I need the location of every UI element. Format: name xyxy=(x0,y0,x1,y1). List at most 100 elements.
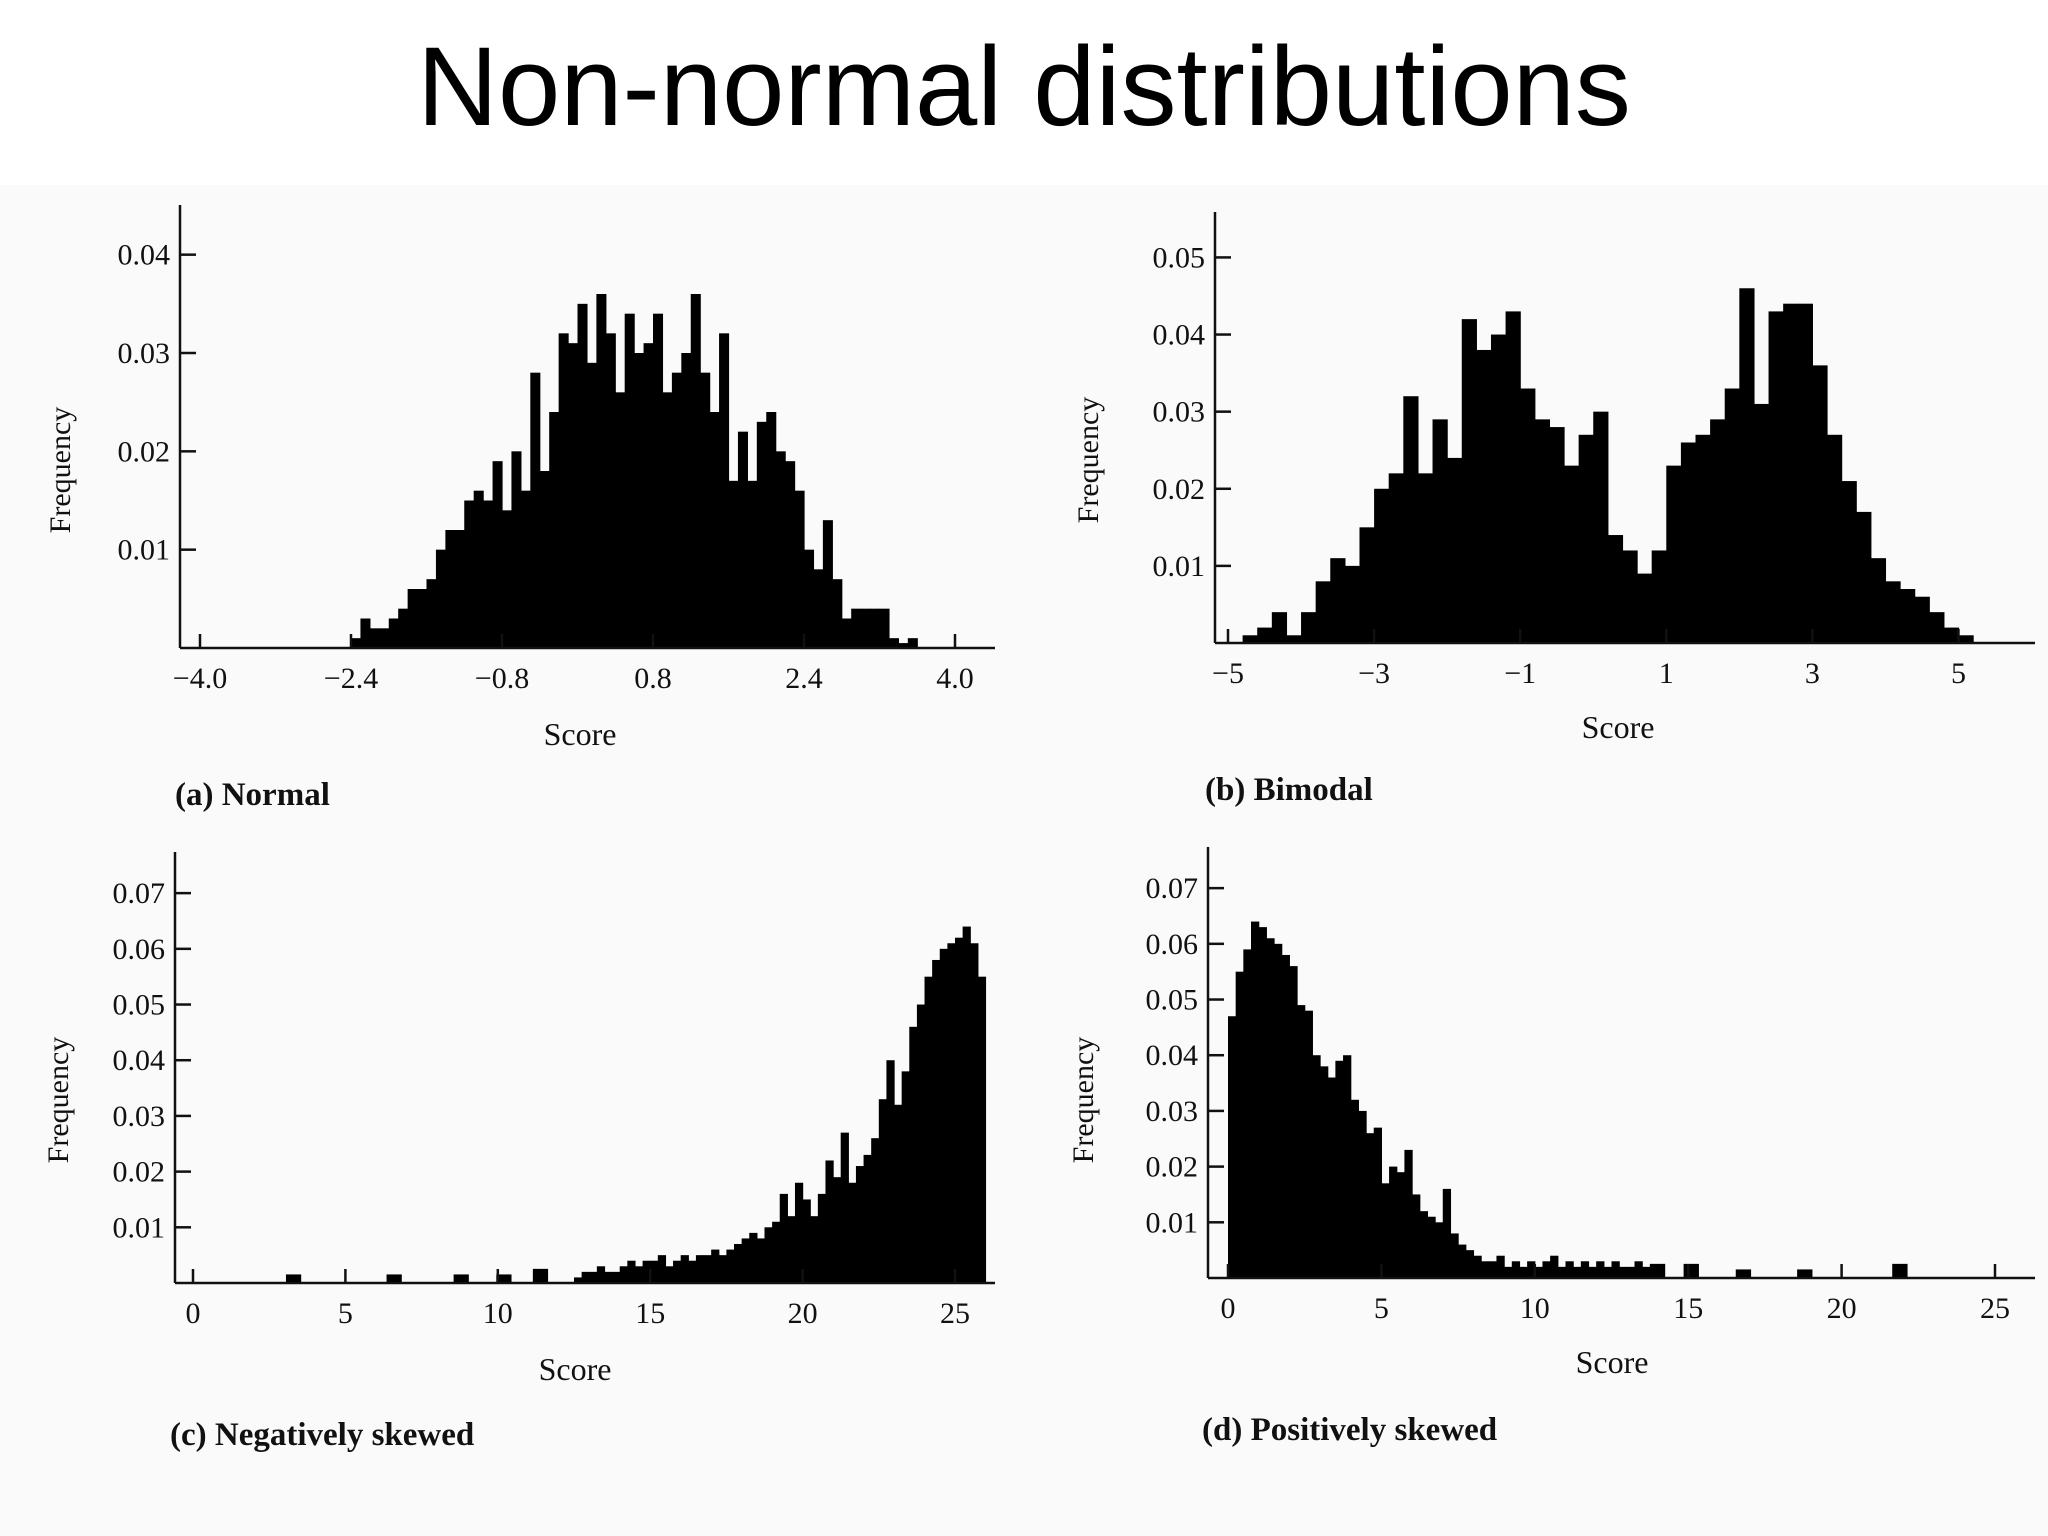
histogram-bar xyxy=(1315,581,1331,643)
histogram-bar xyxy=(407,589,418,648)
y-axis-title: Frequency xyxy=(44,407,77,534)
histogram-bar xyxy=(1534,419,1551,643)
y-tick-label: 0.03 xyxy=(113,1100,166,1133)
histogram-bar xyxy=(369,628,380,648)
histogram-bar xyxy=(379,628,390,648)
histogram-bar xyxy=(1350,1099,1359,1278)
histogram-bar xyxy=(787,1216,796,1283)
histogram-bar xyxy=(388,618,399,648)
histogram-bar xyxy=(612,1271,621,1283)
histogram-bar xyxy=(1929,612,1945,643)
histogram-bar xyxy=(703,1255,712,1283)
histogram-bar xyxy=(1573,1266,1582,1278)
histogram-bar xyxy=(596,1266,606,1283)
histogram-bar xyxy=(1768,311,1784,643)
histogram-bar xyxy=(1527,1261,1536,1278)
histogram-bar xyxy=(1330,558,1346,643)
x-axis-title: Score xyxy=(1582,709,1655,745)
histogram-bar xyxy=(1557,1266,1567,1278)
histogram-bar xyxy=(1739,288,1755,643)
histogram-bar xyxy=(1388,473,1404,643)
histogram-bar xyxy=(947,943,956,1283)
histogram-bar xyxy=(1885,581,1901,643)
histogram-bar xyxy=(855,1166,865,1283)
histogram-bar xyxy=(1490,334,1507,643)
histogram-bar xyxy=(833,1177,842,1283)
histogram-bar xyxy=(970,943,979,1283)
x-tick-label: 20 xyxy=(788,1297,818,1330)
x-tick-label: −4.0 xyxy=(173,662,227,695)
histogram-bar xyxy=(1637,573,1653,643)
histogram-bar xyxy=(1419,1211,1429,1278)
panel-caption: (c) Negatively skewed xyxy=(170,1417,474,1453)
histogram-bar xyxy=(464,500,475,648)
histogram-bar xyxy=(756,421,767,648)
x-tick-label: 10 xyxy=(1520,1292,1550,1325)
histogram-bar xyxy=(634,353,645,648)
histogram-bar xyxy=(822,520,833,648)
histogram-bar xyxy=(907,638,918,648)
histogram-bar xyxy=(417,589,428,648)
histogram-bar xyxy=(1343,1055,1352,1278)
histogram-bar xyxy=(1432,419,1448,643)
x-tick-label: 4.0 xyxy=(936,662,974,695)
histogram-bar xyxy=(634,1266,644,1283)
histogram-bar xyxy=(1680,442,1697,643)
y-tick-label: 0.04 xyxy=(118,239,171,272)
histogram-bar xyxy=(558,333,569,648)
histogram-bar xyxy=(709,412,720,648)
histogram-bar xyxy=(1943,627,1960,643)
histogram-bar xyxy=(1958,635,1974,643)
histogram-bar xyxy=(1695,434,1711,643)
histogram-bar xyxy=(445,530,456,648)
histogram-bar xyxy=(1289,966,1298,1278)
histogram-bar xyxy=(851,608,862,648)
x-tick-label: 25 xyxy=(940,1297,970,1330)
histogram-bar xyxy=(766,412,777,648)
outlier-bar xyxy=(1797,1269,1813,1278)
histogram-bar xyxy=(1396,1172,1406,1278)
histogram-bar xyxy=(802,1199,811,1283)
histogram-bar xyxy=(1549,427,1565,643)
x-tick-label: −3 xyxy=(1358,657,1390,690)
histogram-bar xyxy=(1550,1255,1559,1278)
histogram-bar xyxy=(627,1260,636,1283)
histogram-bar xyxy=(1412,1194,1421,1278)
histogram-bar xyxy=(962,926,971,1283)
histogram-bar xyxy=(1511,1261,1521,1278)
x-axis-title: Score xyxy=(539,1351,612,1387)
histogram-bar xyxy=(1724,388,1740,643)
panel-b-bimodal: 0.01 0.02 0.03 0.04 0.05 −5 −3 −1 1 3 5 Score Freque… xyxy=(1072,212,2035,808)
histogram-bar xyxy=(1242,635,1258,643)
y-tick-label: 0.02 xyxy=(1153,473,1206,506)
histogram-bar xyxy=(1312,1055,1321,1278)
x-tick-label: 25 xyxy=(1980,1292,2010,1325)
histogram-bar xyxy=(681,353,692,648)
histogram-bar xyxy=(650,1260,659,1283)
y-tick-label: 0.05 xyxy=(1153,241,1206,274)
x-tick-label: −5 xyxy=(1212,657,1244,690)
histogram-bar xyxy=(1366,1133,1375,1278)
y-tick-label: 0.01 xyxy=(118,534,171,567)
histogram-bar xyxy=(832,579,843,648)
panel-caption: (a) Normal xyxy=(175,777,330,813)
histogram-bar xyxy=(1271,612,1288,643)
histogram-bar xyxy=(1281,954,1290,1278)
histogram-bar xyxy=(502,510,513,648)
x-tick-label: 20 xyxy=(1827,1292,1857,1325)
outlier-bar xyxy=(1683,1263,1699,1278)
histogram-bar xyxy=(764,1227,773,1283)
histogram-bar xyxy=(1603,1266,1613,1278)
histogram-bar xyxy=(680,1255,689,1283)
y-tick-label: 0.03 xyxy=(1153,396,1206,429)
outlier-bar xyxy=(453,1274,469,1283)
histogram-bar xyxy=(688,1260,697,1283)
histogram-bar xyxy=(1257,627,1273,643)
histogram-bar xyxy=(1417,473,1434,643)
y-tick-label: 0.01 xyxy=(113,1211,166,1244)
histogram-bar xyxy=(700,372,711,648)
histogram-bar xyxy=(1381,1183,1390,1278)
histogram-bar xyxy=(711,1249,720,1283)
histogram-bar xyxy=(1359,527,1375,643)
